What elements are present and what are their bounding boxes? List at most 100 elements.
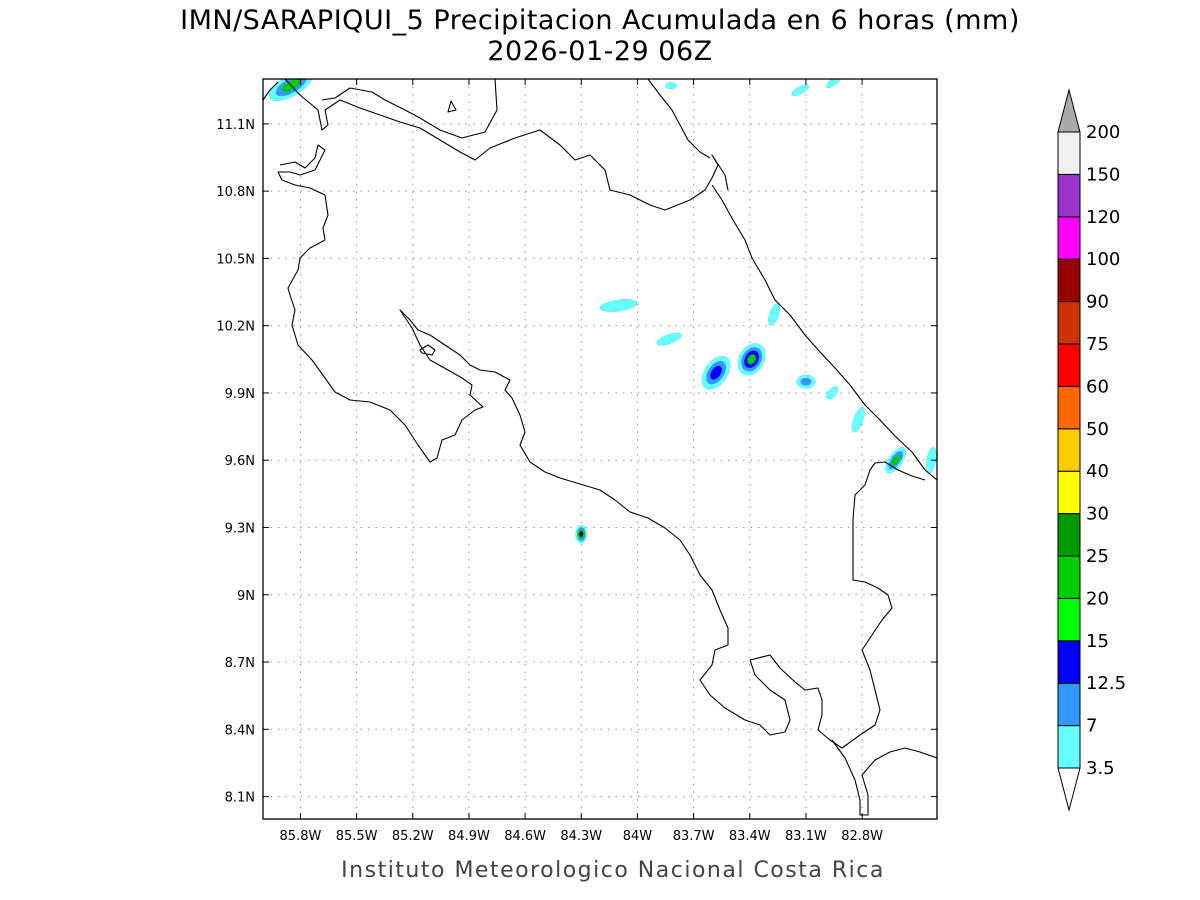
precipitation-field — [269, 79, 937, 544]
precip-contour — [599, 299, 638, 312]
colorbar-above-arrow — [1057, 88, 1081, 133]
x-tick-label: 85.8W — [280, 829, 322, 844]
colorbar-swatch — [1057, 343, 1081, 387]
x-tick-label: 85.2W — [392, 829, 434, 844]
colorbar-legend: 3.5 7 12.5 15 20 25 30 40 50 60 75 90 100 120 150 200 — [1057, 88, 1126, 812]
precip-cell — [826, 79, 842, 89]
map-title: IMN/SARAPIQUI_5 Precipitacion Acumulada … — [180, 5, 1020, 36]
colorbar-swatch — [1057, 258, 1081, 303]
precip-cell — [665, 82, 677, 90]
colorbar-swatch — [1057, 428, 1081, 472]
map-datetime: 2026-01-29 06Z — [487, 36, 712, 67]
colorbar-swatch — [1057, 470, 1081, 515]
lake-arenal — [419, 344, 436, 356]
colorbar-swatch — [1057, 173, 1081, 218]
precip-cell — [796, 374, 816, 389]
colorbar-label: 7 — [1086, 716, 1097, 737]
coastline-borders — [263, 79, 937, 816]
precip-contour — [579, 531, 584, 538]
precip-contour — [891, 454, 901, 466]
precip-contour — [826, 79, 842, 89]
lake-island — [447, 100, 457, 113]
precip-contour — [768, 303, 781, 326]
precip-cell — [851, 407, 865, 433]
colorbar-label: 40 — [1086, 461, 1109, 482]
colorbar-below-arrow — [1057, 767, 1081, 812]
y-tick-label: 10.8N — [216, 185, 255, 200]
precip-contour — [747, 354, 756, 365]
graticule-grid — [263, 79, 937, 819]
precip-cell — [599, 299, 638, 312]
precip-cell — [575, 524, 588, 544]
y-tick-label: 9N — [237, 589, 255, 604]
colorbar-swatch — [1057, 131, 1081, 175]
precip-contour — [826, 386, 839, 400]
colorbar-swatch — [1057, 725, 1081, 769]
nicaragua-east-coast — [647, 79, 711, 159]
y-tick-label: 9.3N — [225, 521, 255, 536]
colorbar-label: 75 — [1086, 334, 1109, 355]
colorbar-swatch — [1057, 216, 1081, 260]
x-tick-label: 85.5W — [336, 829, 378, 844]
x-tick-label: 83.4W — [729, 829, 771, 844]
colorbar-swatch — [1057, 513, 1081, 557]
colorbar-label: 15 — [1086, 631, 1109, 652]
colorbar-label: 50 — [1086, 419, 1109, 440]
precip-cell — [791, 84, 809, 97]
precip-cell — [826, 386, 839, 400]
x-tick-label: 84.9W — [448, 829, 490, 844]
institution-credit: Instituto Meteorologico Nacional Costa R… — [341, 858, 885, 883]
precip-cell — [768, 303, 781, 326]
precip-cell — [885, 447, 907, 474]
map-frame — [262, 78, 938, 820]
precip-contour — [791, 84, 809, 97]
axis-ticks: 85.8W 85.5W 85.2W 84.9W 84.6W 84.3W 84W 83.7W 83… — [216, 79, 937, 844]
colorbar-label: 120 — [1086, 207, 1120, 228]
colorbar-label: 90 — [1086, 292, 1109, 313]
colorbar-label: 12.5 — [1086, 673, 1126, 694]
colorbar-label: 3.5 — [1086, 758, 1115, 779]
colorbar-label: 150 — [1086, 164, 1120, 185]
pacific-coast-guanacaste — [263, 81, 926, 749]
precip-cell — [701, 355, 731, 390]
x-tick-label: 82.8W — [841, 829, 883, 844]
colorbar-label: 200 — [1086, 122, 1120, 143]
precip-contour — [800, 377, 812, 386]
y-tick-label: 9.9N — [225, 387, 255, 402]
colorbar-label: 20 — [1086, 588, 1109, 609]
x-tick-label: 84W — [623, 829, 653, 844]
precip-contour — [851, 407, 865, 433]
colorbar-label: 60 — [1086, 376, 1109, 397]
x-tick-label: 83.7W — [673, 829, 715, 844]
colorbar-swatch — [1057, 385, 1081, 430]
colorbar-swatch — [1057, 555, 1081, 599]
nicaragua-coast-bay — [321, 79, 498, 139]
precip-contour — [656, 332, 682, 346]
colorbar-swatch — [1057, 301, 1081, 345]
panama-coast-south — [831, 739, 937, 816]
y-tick-label: 11.1N — [216, 118, 255, 133]
x-tick-label: 84.3W — [560, 829, 602, 844]
y-tick-label: 8.7N — [225, 656, 255, 671]
colorbar-swatch — [1057, 597, 1081, 642]
colorbar-label: 30 — [1086, 504, 1109, 525]
x-tick-label: 84.6W — [504, 829, 546, 844]
caribbean-coast — [711, 184, 937, 481]
precip-contour — [665, 82, 677, 90]
y-tick-label: 8.4N — [225, 723, 255, 738]
precip-cell — [656, 332, 682, 346]
map-plot-area — [263, 79, 937, 819]
precip-contour — [710, 365, 722, 380]
y-tick-label: 8.1N — [225, 791, 255, 806]
colorbar-label: 100 — [1086, 249, 1120, 270]
colorbar-label: 25 — [1086, 546, 1109, 567]
y-tick-label: 9.6N — [225, 454, 255, 469]
colorbar-swatch — [1057, 640, 1081, 684]
colorbar-swatch — [1057, 682, 1081, 727]
nicaragua-coast-north — [284, 79, 729, 211]
precip-cell — [737, 343, 766, 376]
x-tick-label: 83.1W — [785, 829, 827, 844]
y-tick-label: 10.5N — [216, 252, 255, 267]
y-tick-label: 10.2N — [216, 320, 255, 335]
